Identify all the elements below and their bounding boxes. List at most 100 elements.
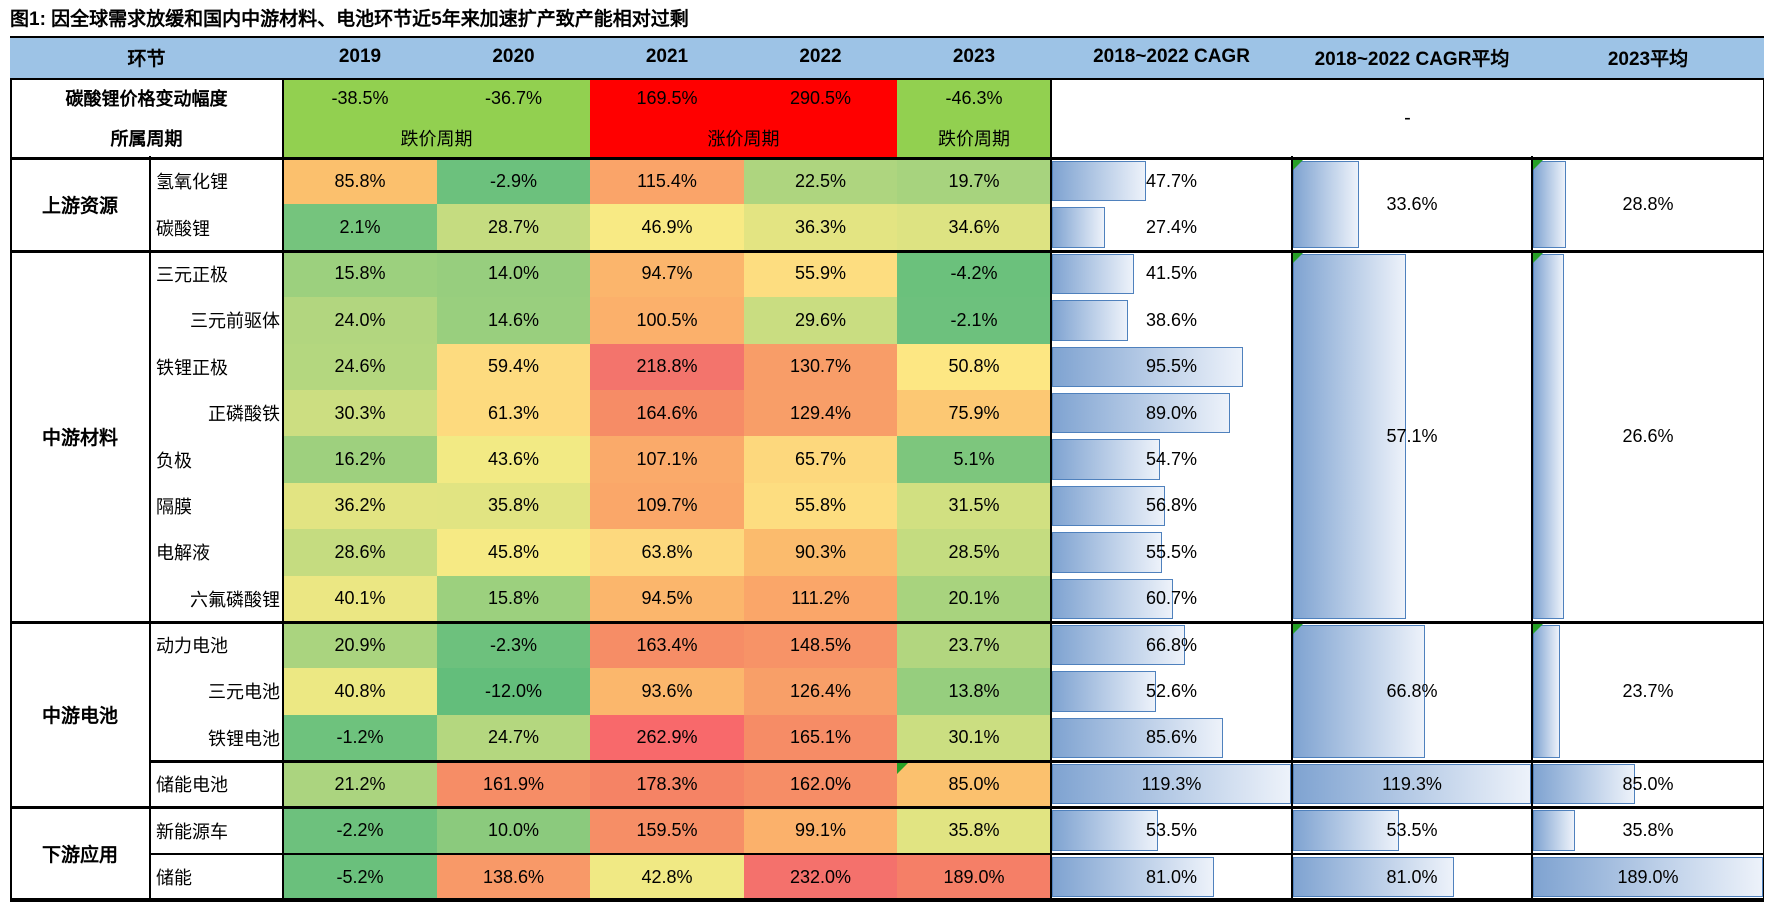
databar <box>1052 578 1173 619</box>
databar-value: 54.7% <box>1145 449 1198 470</box>
price-change-cell: 169.5% <box>590 78 744 118</box>
databar-value: 23.7% <box>1622 680 1674 701</box>
section-label: 下游应用 <box>41 845 118 867</box>
databar <box>1052 671 1157 712</box>
databar-value: 55.5% <box>1145 541 1198 562</box>
heat-cell: 29.6% <box>744 297 897 344</box>
group-cagr-avg-cell: 81.0% <box>1292 854 1532 900</box>
heat-cell: 24.7% <box>437 714 590 762</box>
databar <box>1052 300 1128 341</box>
heat-cell: 36.3% <box>744 204 897 251</box>
databar <box>1052 346 1243 387</box>
group-2023-avg-cell: 85.0% <box>1532 761 1764 807</box>
header-2023-avg: 2023平均 <box>1532 36 1764 78</box>
heat-cell: 30.3% <box>283 389 437 437</box>
vrule-2023-cagr <box>1050 78 1052 900</box>
heat-cell: 165.1% <box>744 714 897 762</box>
item-label: 动力电池 <box>156 636 228 657</box>
heat-cell: 65.7% <box>744 436 897 483</box>
item-label: 碳酸锂 <box>156 218 210 239</box>
item-label: 负极 <box>156 450 192 471</box>
price-row-label: 碳酸锂价格变动幅度 <box>65 89 228 109</box>
vrule-section-item <box>149 156 151 900</box>
heat-cell: 85.8% <box>283 158 437 205</box>
rule-above-storage-battery <box>150 760 1764 763</box>
databar-value: 33.6% <box>1386 193 1438 214</box>
databar <box>1052 392 1230 434</box>
databar <box>1293 856 1454 898</box>
item-label: 储能电池 <box>156 775 228 796</box>
item-label: 正磷酸铁 <box>208 404 280 425</box>
databar <box>1293 161 1359 248</box>
cycle-segment-cell: 跌价周期 <box>283 118 590 158</box>
header-year-2023: 2023 <box>897 36 1051 78</box>
heat-cell: 163.4% <box>590 621 744 669</box>
rule-below-header <box>10 78 1764 80</box>
databar-value: 27.4% <box>1145 217 1198 238</box>
heat-cell: 109.7% <box>590 482 744 530</box>
heat-cell: 24.0% <box>283 297 437 344</box>
heat-cell: 43.6% <box>437 436 590 483</box>
cycle-row-label: 所属周期 <box>110 129 183 149</box>
rule-below-cycle <box>10 156 1764 160</box>
cagr-bar-cell: 119.3% <box>1051 761 1292 807</box>
databar <box>1052 764 1291 805</box>
databar-value: 189.0% <box>1617 866 1679 887</box>
table-border-left <box>10 78 12 900</box>
heat-cell: 15.8% <box>437 575 590 622</box>
heat-cell: 21.2% <box>283 761 437 808</box>
heat-cell: 130.7% <box>744 343 897 390</box>
heat-cell: 2.1% <box>283 204 437 251</box>
heat-cell: 28.6% <box>283 529 437 576</box>
heat-cell: -2.9% <box>437 158 590 205</box>
databar-value: 95.5% <box>1145 356 1198 377</box>
heat-cell: 34.6% <box>897 204 1051 251</box>
databar <box>1293 764 1531 805</box>
heat-cell: 28.5% <box>897 529 1051 576</box>
heat-cell: 55.9% <box>744 250 897 298</box>
heat-cell: 46.9% <box>590 204 744 251</box>
cagr-bar-cell: 56.8% <box>1051 483 1292 529</box>
item-label: 储能 <box>156 868 192 889</box>
vrule-cagravg-2023avg <box>1531 156 1533 900</box>
cagr-bar-cell: 89.0% <box>1051 390 1292 436</box>
group-2023-avg-cell: 35.8% <box>1532 807 1764 853</box>
item-label: 氢氧化锂 <box>156 172 228 193</box>
databar <box>1052 485 1165 527</box>
heat-cell: 218.8% <box>590 343 744 390</box>
heat-cell: 10.0% <box>437 807 590 854</box>
heat-cell: -2.1% <box>897 297 1051 344</box>
header-year-2022: 2022 <box>744 36 897 78</box>
databar <box>1052 253 1134 295</box>
heat-cell: 35.8% <box>437 482 590 530</box>
databar <box>1052 624 1185 666</box>
heat-cell: 94.7% <box>590 250 744 298</box>
cycle-segment-cell: 跌价周期 <box>897 118 1051 158</box>
heat-cell: 40.1% <box>283 575 437 622</box>
heat-cell: 28.7% <box>437 204 590 251</box>
databar-value: 85.6% <box>1145 727 1198 748</box>
heat-cell: 31.5% <box>897 482 1051 530</box>
group-2023-avg-cell: 28.8% <box>1532 158 1764 251</box>
group-cagr-avg-cell: 119.3% <box>1292 761 1532 807</box>
databar <box>1533 624 1561 759</box>
group-cagr-avg-cell: 57.1% <box>1292 250 1532 622</box>
group-2023-avg-cell: 26.6% <box>1532 250 1764 622</box>
group-cagr-avg-cell: 66.8% <box>1292 621 1532 761</box>
databar-value: 28.8% <box>1622 193 1674 214</box>
heat-cell: 159.5% <box>590 807 744 854</box>
price-change-cell: 290.5% <box>744 78 897 118</box>
comment-marker-icon <box>1532 621 1545 635</box>
section-label: 上游资源 <box>41 195 118 217</box>
heat-cell: 42.8% <box>590 853 744 901</box>
databar <box>1533 856 1763 898</box>
heat-cell: 63.8% <box>590 529 744 576</box>
group-2023-avg-cell: 189.0% <box>1532 854 1764 900</box>
databar-value: 35.8% <box>1622 820 1674 841</box>
price-change-cell: -46.3% <box>897 78 1051 118</box>
price-change-cell: -36.7% <box>437 78 590 118</box>
table-border-top <box>10 36 1764 38</box>
cagr-bar-cell: 53.5% <box>1051 807 1292 853</box>
databar-value: 81.0% <box>1386 866 1438 887</box>
databar-value: 53.5% <box>1145 820 1198 841</box>
